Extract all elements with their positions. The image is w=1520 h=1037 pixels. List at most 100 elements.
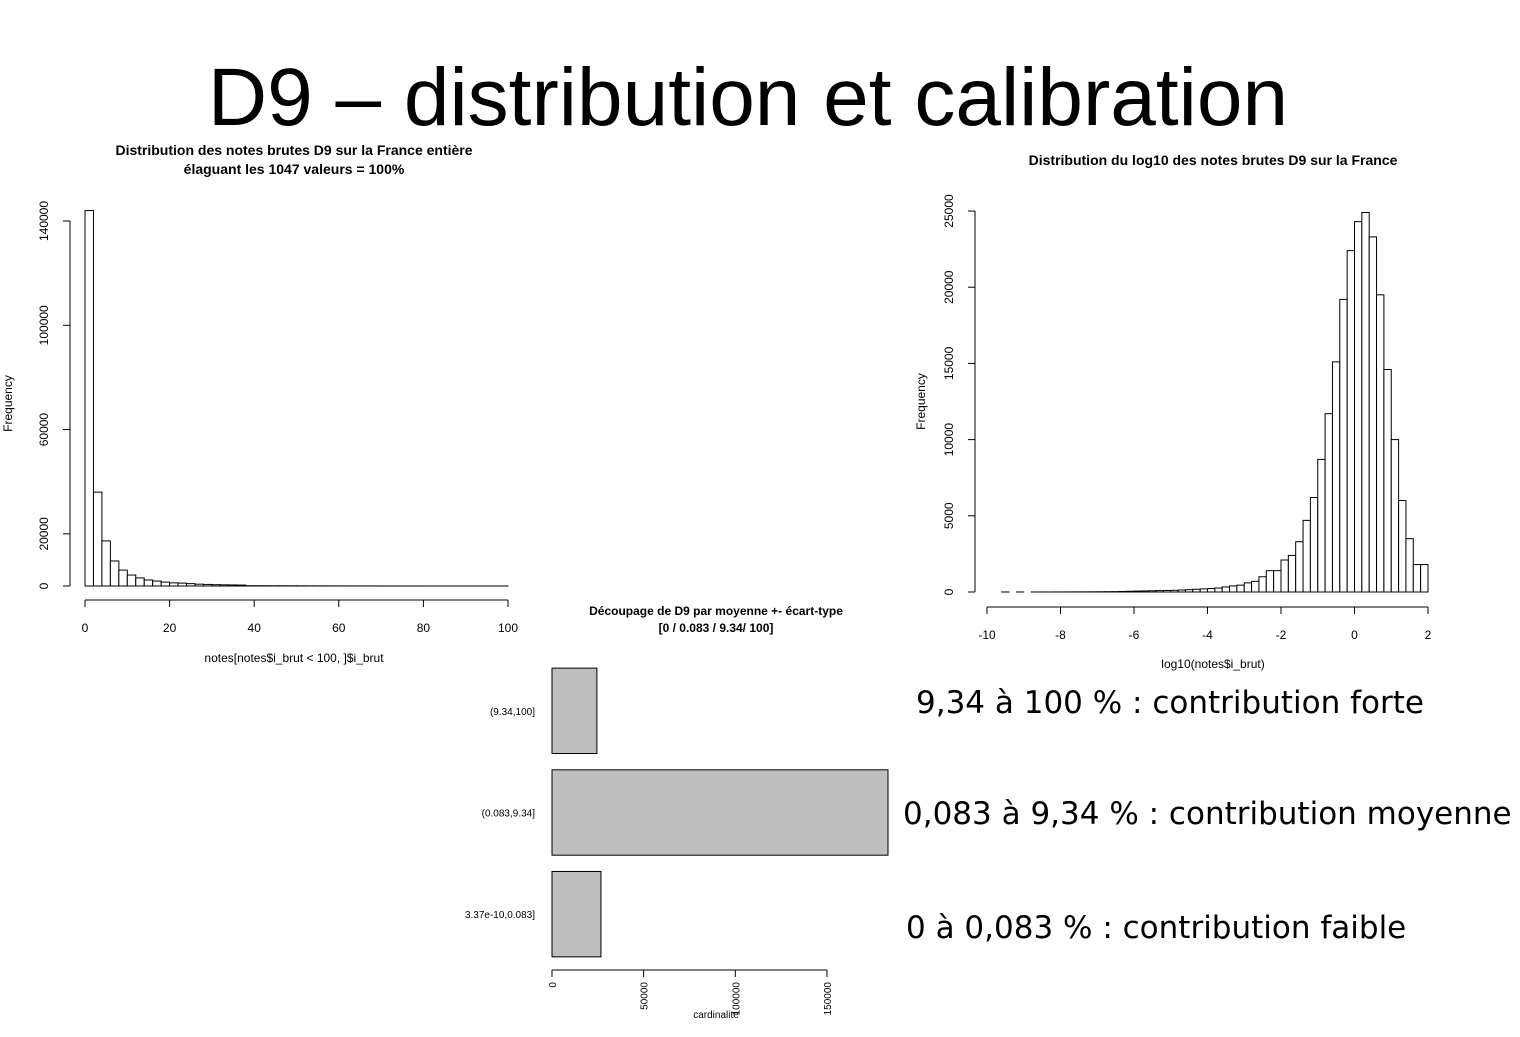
histogram-bar bbox=[1148, 590, 1157, 593]
y-tick-label: 60000 bbox=[37, 413, 51, 447]
y-tick-label: 140000 bbox=[37, 201, 51, 241]
histogram-bar bbox=[186, 583, 196, 587]
chart-title: Découpage de D9 par moyenne +- écart-typ… bbox=[589, 604, 843, 618]
chart-subtitle: [0 / 0.083 / 9.34/ 100] bbox=[659, 621, 774, 635]
histogram-bar bbox=[1221, 586, 1231, 593]
histogram-bar bbox=[1354, 221, 1363, 593]
histogram-bar bbox=[1280, 559, 1289, 593]
histogram-bar bbox=[109, 560, 120, 587]
chart-title: Distribution du log10 des notes brutes D… bbox=[1029, 152, 1398, 168]
histogram-bar bbox=[1346, 250, 1356, 593]
y-axis-label: Frequency bbox=[914, 373, 928, 430]
histogram-bar bbox=[101, 540, 111, 587]
bar bbox=[551, 870, 602, 958]
histogram-bar bbox=[1155, 590, 1164, 593]
histogram-bar bbox=[1295, 541, 1304, 593]
y-tick-label: 20000 bbox=[37, 517, 51, 551]
histogram-bar bbox=[1368, 236, 1378, 593]
histogram-bar bbox=[211, 584, 221, 587]
histogram-bar bbox=[1420, 564, 1429, 593]
histogram-bar bbox=[1236, 584, 1245, 593]
y-tick-label: 25000 bbox=[942, 194, 956, 228]
histogram-bar bbox=[202, 583, 213, 587]
histogram-bar bbox=[1302, 519, 1311, 593]
x-tick-label: 40 bbox=[248, 621, 262, 635]
histogram-bar bbox=[194, 583, 204, 587]
x-tick-label: 2 bbox=[1425, 628, 1432, 642]
annotation: 0,083 à 9,34 % : contribution moyenne bbox=[903, 796, 1512, 832]
chart-title: Distribution des notes brutes D9 sur la … bbox=[115, 142, 472, 158]
histogram-bar bbox=[1412, 564, 1422, 593]
histogram-bar bbox=[1339, 298, 1348, 593]
y-tick-label: 100000 bbox=[37, 305, 51, 345]
histogram-bar bbox=[1133, 590, 1142, 593]
histogram-bar bbox=[219, 584, 230, 587]
x-axis-label: cardinalite bbox=[693, 1010, 739, 1021]
x-tick-label: -4 bbox=[1202, 628, 1213, 642]
histogram-bar bbox=[1214, 587, 1223, 593]
histogram-bar bbox=[92, 491, 103, 587]
histogram-bar bbox=[1170, 589, 1179, 593]
histogram-bar bbox=[169, 582, 179, 587]
category-label: (0.083,9.34] bbox=[482, 809, 536, 820]
x-tick-label: 150000 bbox=[823, 982, 834, 1016]
bar bbox=[551, 769, 889, 856]
histogram-bar bbox=[1398, 500, 1407, 593]
histogram-bar bbox=[1405, 538, 1414, 593]
slide-title: D9 – distribution et calibration bbox=[208, 52, 1288, 143]
category-label: (9.34,100] bbox=[490, 707, 535, 718]
x-tick-label: 0 bbox=[82, 621, 89, 635]
chart-subtitle: élaguant les 1047 valeurs = 100% bbox=[184, 161, 405, 177]
y-tick-label: 5000 bbox=[942, 502, 956, 529]
y-tick-label: 20000 bbox=[942, 270, 956, 304]
histogram-bar bbox=[143, 579, 154, 587]
histogram-bar bbox=[1273, 570, 1282, 593]
histogram-bar bbox=[1126, 590, 1135, 593]
y-tick-label: 10000 bbox=[942, 423, 956, 457]
y-tick-label: 15000 bbox=[942, 346, 956, 380]
bar bbox=[551, 667, 598, 755]
x-tick-label: 100 bbox=[498, 621, 518, 635]
histogram-bar bbox=[1199, 588, 1209, 593]
histogram-bar bbox=[1317, 458, 1326, 593]
category-label: 3.37e-10,0.083] bbox=[465, 910, 535, 921]
histogram-bar bbox=[1140, 590, 1150, 593]
histogram-bar bbox=[152, 580, 162, 587]
histogram-bar bbox=[1331, 361, 1341, 593]
histogram-bar bbox=[1383, 368, 1392, 593]
y-axis-label: Frequency bbox=[1, 375, 15, 432]
x-tick-label: 50000 bbox=[640, 982, 651, 1010]
histogram-bar bbox=[1251, 580, 1260, 593]
histogram-bar bbox=[1229, 585, 1238, 593]
x-axis-label: notes[notes$i_brut < 100, ]$i_brut bbox=[204, 651, 384, 665]
histogram-bar bbox=[1258, 576, 1267, 593]
x-tick-label: 20 bbox=[163, 621, 177, 635]
histogram-bar bbox=[1243, 582, 1253, 593]
x-tick-label: 60 bbox=[332, 621, 346, 635]
histogram-bar bbox=[1162, 589, 1172, 593]
histogram-bar bbox=[236, 584, 247, 587]
histogram-bar bbox=[118, 569, 128, 587]
histogram-bar bbox=[1390, 439, 1400, 593]
x-tick-label: -2 bbox=[1276, 628, 1287, 642]
histogram-bar bbox=[160, 581, 171, 587]
x-tick-label: 0 bbox=[548, 982, 559, 988]
histogram-bar bbox=[84, 210, 94, 587]
histogram-bar bbox=[1324, 413, 1333, 593]
x-tick-label: -6 bbox=[1129, 628, 1140, 642]
histogram-bar bbox=[135, 577, 145, 587]
x-tick-label: -10 bbox=[978, 628, 996, 642]
y-tick-label: 0 bbox=[37, 582, 51, 589]
histogram-bar bbox=[177, 582, 188, 587]
histogram-bar bbox=[1118, 590, 1128, 593]
histogram-bar bbox=[1184, 589, 1194, 593]
histogram-bar bbox=[1207, 587, 1216, 593]
histogram-bar bbox=[1192, 588, 1201, 593]
x-tick-label: 100000 bbox=[731, 982, 742, 1016]
histogram-bar bbox=[228, 584, 238, 587]
x-tick-label: 80 bbox=[417, 621, 431, 635]
histogram-bar bbox=[1361, 212, 1370, 593]
histogram-bar bbox=[1376, 294, 1385, 593]
histogram-bar bbox=[1177, 589, 1186, 593]
